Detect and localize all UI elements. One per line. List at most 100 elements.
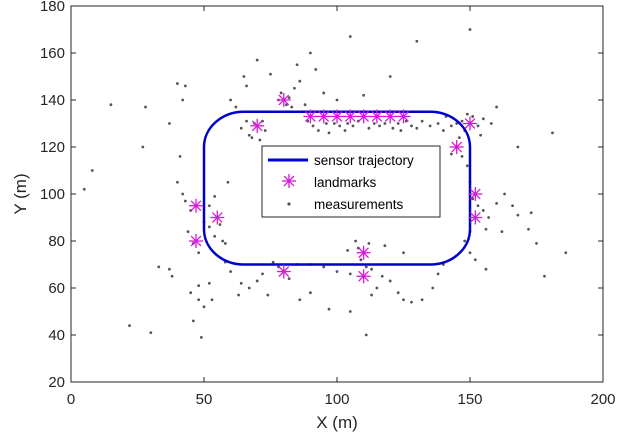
measurement-point: [250, 136, 254, 140]
measurement-point: [503, 192, 506, 196]
measurement-point: [476, 124, 480, 128]
measurement-point: [213, 194, 217, 198]
x-tick-label: 50: [196, 391, 213, 408]
measurement-point: [348, 272, 352, 276]
measurement-point: [402, 298, 405, 302]
measurement-point: [210, 298, 214, 302]
measurement-point: [471, 115, 475, 118]
measurement-point: [489, 122, 493, 125]
y-tick-label: 40: [48, 327, 65, 344]
measurement-point: [380, 274, 384, 278]
measurement-point: [468, 251, 472, 255]
measurement-point: [234, 105, 238, 109]
measurement-point: [324, 122, 328, 125]
measurement-point: [487, 216, 491, 219]
measurement-point: [207, 225, 211, 229]
measurement-point: [309, 291, 312, 295]
measurement-point: [109, 103, 113, 107]
measurement-point: [479, 133, 483, 137]
x-axis-label: X (m): [316, 413, 358, 432]
measurement-point: [293, 86, 296, 90]
measurement-point: [213, 234, 217, 238]
measurement-point: [322, 91, 326, 95]
measurement-point: [351, 124, 355, 128]
measurement-point: [346, 122, 350, 125]
landmark-marker: [189, 234, 204, 248]
measurement-point: [495, 105, 498, 109]
measurement-point: [359, 258, 363, 262]
measurement-point: [255, 58, 259, 62]
measurement-point: [218, 223, 222, 226]
measurement-point: [295, 63, 299, 67]
landmark-marker: [343, 109, 358, 124]
measurement-point: [484, 267, 488, 271]
landmark-marker: [356, 245, 371, 260]
legend-landmarks-swatch: [282, 174, 296, 188]
measurement-point: [197, 251, 201, 255]
legend: sensor trajectory landmarks measurements: [261, 145, 441, 218]
y-axis-label: Y (m): [11, 173, 30, 214]
measurement-point: [449, 152, 453, 156]
measurement-point: [287, 96, 291, 100]
measurement-point: [332, 122, 336, 125]
measurement-point: [415, 126, 419, 130]
measurement-point: [327, 307, 331, 311]
measurement-point: [346, 249, 350, 252]
measurement-point: [290, 105, 294, 109]
measurement-point: [500, 230, 504, 234]
landmark-marker: [356, 269, 371, 284]
landmark-marker: [189, 198, 204, 213]
measurement-point: [178, 155, 182, 158]
measurement-point: [309, 51, 312, 55]
measurement-point: [442, 129, 445, 132]
landmark-marker: [468, 210, 483, 225]
measurement-point: [226, 180, 230, 184]
measurement-point: [181, 192, 185, 196]
measurement-point: [170, 274, 174, 278]
measurement-point: [314, 68, 318, 71]
x-tick-label: 150: [457, 391, 482, 408]
legend-landmark-asterisk: [282, 174, 296, 188]
landmark-marker: [303, 109, 318, 124]
measurement-point: [335, 98, 339, 102]
measurement-point: [263, 129, 267, 132]
measurement-point: [303, 103, 307, 107]
x-tick-label: 100: [324, 391, 349, 408]
measurement-point: [90, 169, 94, 172]
measurement-point: [186, 230, 190, 234]
measurements-layer: [82, 28, 568, 339]
measurement-point: [396, 122, 400, 125]
measurement-point: [420, 298, 424, 302]
measurement-point: [516, 213, 520, 217]
measurement-point: [378, 124, 381, 128]
x-axis: 0 50 100 150 200: [67, 6, 616, 408]
measurement-point: [258, 138, 262, 142]
measurement-point: [176, 82, 179, 85]
measurement-point: [460, 155, 464, 158]
measurement-point: [463, 239, 467, 243]
measurement-point: [428, 124, 432, 128]
measurement-point: [189, 291, 193, 295]
landmark-marker: [316, 109, 331, 124]
measurement-point: [207, 204, 211, 208]
measurement-point: [223, 241, 227, 245]
measurement-point: [311, 124, 315, 128]
measurement-point: [279, 91, 283, 95]
measurement-point: [372, 122, 376, 125]
measurement-point: [402, 251, 405, 255]
measurement-point: [364, 333, 368, 337]
measurement-point: [399, 129, 403, 132]
measurement-point: [239, 126, 243, 130]
measurement-point: [367, 241, 371, 245]
measurement-point: [316, 129, 320, 132]
measurement-point: [322, 265, 326, 269]
measurement-point: [128, 324, 131, 327]
measurement-point: [266, 293, 270, 297]
measurement-point: [481, 209, 485, 212]
measurement-point: [247, 133, 251, 137]
landmark-marker: [463, 116, 477, 131]
measurement-point: [197, 298, 201, 302]
measurement-point: [237, 293, 240, 297]
x-tick-label: 0: [67, 391, 75, 408]
